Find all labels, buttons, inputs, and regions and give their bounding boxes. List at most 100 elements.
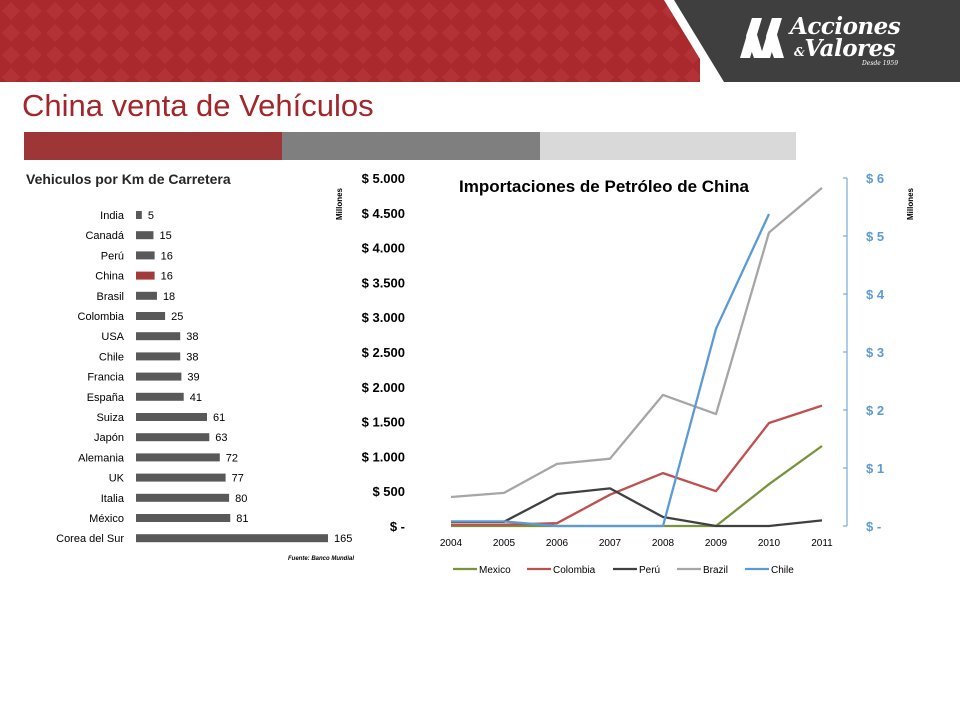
bar-value-label: 165 (334, 533, 352, 545)
series-line (451, 213, 771, 528)
bar-value-label: 15 (159, 230, 171, 242)
category-label: UK (109, 473, 125, 485)
right-axis-tick: $ 2 (866, 403, 884, 418)
category-label: India (100, 210, 125, 222)
series-line (451, 487, 823, 528)
category-label: Chile (99, 351, 124, 363)
bar (136, 231, 154, 240)
bar (136, 473, 226, 482)
bar (136, 291, 157, 300)
bar-value-label: 41 (190, 392, 202, 404)
bar (136, 514, 231, 522)
left-axis-tick: $ 1.500 (362, 415, 405, 430)
x-axis-tick: 2005 (493, 538, 516, 549)
bar (136, 332, 181, 341)
bar-value-label: 72 (226, 452, 238, 464)
right-axis-tick: $ - (866, 519, 881, 534)
left-axis-tick: $ 2.500 (362, 345, 405, 360)
legend-label: Mexico (479, 565, 511, 576)
bar (136, 534, 328, 543)
bar-value-label: 38 (186, 351, 198, 363)
legend-label: Chile (771, 565, 794, 576)
bar-value-label: 18 (163, 291, 175, 303)
category-label: Italia (101, 493, 125, 505)
category-label: USA (101, 331, 124, 343)
bar (136, 271, 155, 280)
category-label: Canadá (85, 230, 124, 242)
right-axis-tick: $ 4 (866, 287, 885, 302)
bar (136, 312, 166, 320)
right-axis-tick: $ 6 (866, 171, 884, 186)
category-label: Suiza (96, 412, 124, 424)
right-axis-tick: $ 5 (866, 229, 884, 244)
vehicles-bar-chart: Vehiculos por Km de Carretera India 5 Canad… (20, 164, 365, 574)
left-axis-tick: $ 4.500 (362, 206, 405, 221)
series-line (450, 187, 823, 499)
header-banner (0, 0, 960, 82)
bar-value-label: 61 (213, 412, 225, 424)
x-axis-tick: 2010 (758, 538, 781, 549)
x-axis-tick: 2006 (546, 538, 569, 549)
category-label: China (95, 271, 125, 283)
legend-label: Perú (639, 565, 660, 576)
category-label: México (89, 513, 124, 525)
bar-value-label: 80 (235, 493, 247, 505)
bar (136, 413, 207, 421)
left-axis-tick: $ 3.500 (362, 275, 405, 290)
bar (136, 372, 182, 381)
left-axis-tick: $ - (390, 519, 405, 534)
bar-value-label: 16 (161, 271, 173, 283)
right-axis-label: Millones (906, 187, 915, 220)
company-logo: Acciones &Valores Desde 1959 (738, 8, 918, 70)
color-strip-light (540, 132, 796, 160)
bar-chart-title: Vehiculos por Km de Carretera (26, 171, 231, 187)
x-axis-tick: 2008 (652, 538, 675, 549)
x-axis-tick: 2009 (705, 538, 728, 549)
bar (136, 453, 220, 462)
category-label: Francia (87, 372, 125, 384)
x-axis-tick: 2007 (599, 538, 622, 549)
left-axis-tick: $ 2.000 (362, 380, 405, 395)
category-label: Corea del Sur (56, 533, 124, 545)
bar-value-label: 39 (187, 372, 199, 384)
bar (136, 433, 210, 442)
left-axis-tick: $ 4.000 (362, 241, 405, 256)
legend-label: Colombia (553, 565, 596, 576)
oil-imports-line-chart: Importaciones de Petróleo de China $ 5.00… (325, 164, 935, 584)
bar-value-label: 63 (215, 432, 227, 444)
right-axis-tick: $ 3 (866, 345, 884, 360)
series-line (451, 404, 823, 526)
series-line (451, 445, 823, 528)
color-strip-gray (282, 132, 540, 160)
category-label: Japón (94, 432, 124, 444)
bar (136, 392, 184, 401)
bar (136, 493, 230, 502)
category-label: España (87, 392, 125, 404)
page-title: China venta de Vehículos (22, 88, 374, 123)
left-axis-tick: $ 1.000 (362, 449, 405, 464)
bar (136, 352, 181, 361)
x-axis-tick: 2004 (440, 538, 463, 549)
bar (136, 251, 155, 260)
category-label: Colombia (78, 311, 125, 323)
line-chart-title: Importaciones de Petróleo de China (459, 177, 750, 196)
bar-value-label: 16 (161, 250, 173, 262)
category-label: Perú (101, 250, 124, 262)
category-label: Brasil (96, 291, 124, 303)
bar-value-label: 25 (171, 311, 183, 323)
bar-value-label: 38 (186, 331, 198, 343)
bar (136, 211, 142, 219)
left-axis-tick: $ 500 (372, 484, 405, 499)
source-note: Fuente: Banco Mundial (288, 556, 354, 562)
bar-value-label: 77 (232, 473, 244, 485)
x-axis-tick: 2011 (811, 538, 833, 549)
color-strip-red (24, 132, 282, 160)
left-axis-tick: $ 3.000 (362, 310, 405, 325)
left-axis-label: Millones (335, 187, 344, 220)
bar-value-label: 81 (236, 513, 248, 525)
right-axis-tick: $ 1 (866, 461, 884, 476)
left-axis-tick: $ 5.000 (362, 171, 405, 186)
legend-label: Brazil (703, 565, 728, 576)
category-label: Alemania (78, 452, 125, 464)
bar-value-label: 5 (148, 210, 154, 222)
